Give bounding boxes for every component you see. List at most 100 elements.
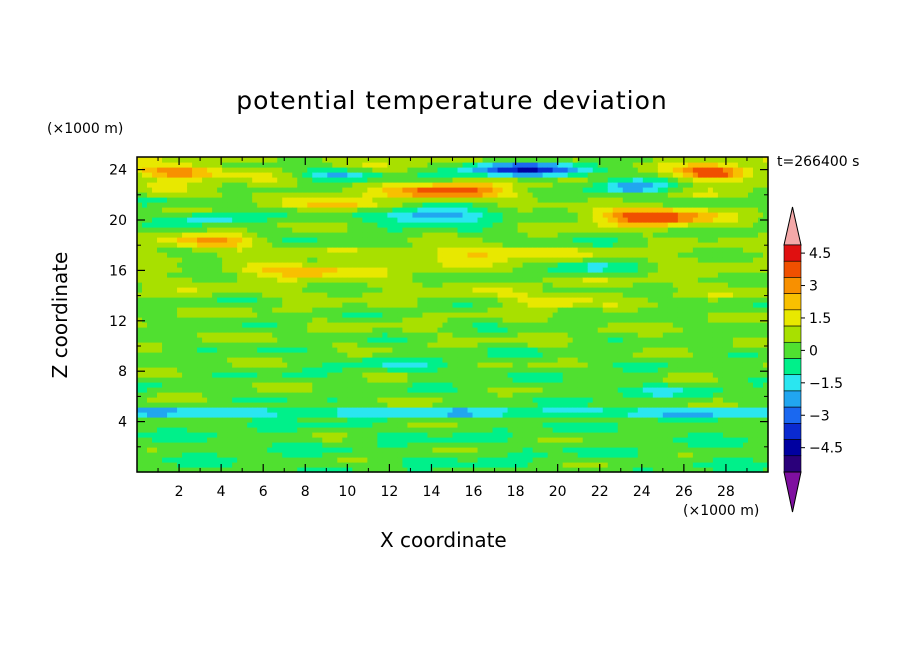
field-cell: [207, 427, 213, 433]
field-cell: [242, 177, 248, 183]
field-cell: [407, 417, 414, 423]
field-cell: [432, 292, 439, 298]
field-cell: [267, 362, 273, 368]
field-cell: [297, 407, 303, 413]
field-cell: [282, 252, 288, 258]
field-cell: [487, 167, 494, 173]
field-cell: [242, 437, 248, 443]
field-cell: [422, 322, 429, 328]
field-cell: [502, 417, 509, 423]
field-cell: [167, 397, 173, 403]
field-cell: [337, 207, 343, 213]
field-cell: [507, 237, 514, 243]
field-cell: [202, 292, 208, 298]
field-cell: [362, 392, 368, 398]
field-cell: [522, 192, 529, 198]
field-cell: [412, 297, 419, 303]
field-cell: [372, 277, 378, 283]
field-cell: [317, 317, 323, 323]
field-cell: [232, 347, 238, 353]
field-cell: [412, 447, 419, 453]
field-cell: [307, 242, 313, 248]
field-cell: [362, 447, 368, 453]
field-cell: [162, 357, 168, 363]
field-cell: [172, 357, 178, 363]
field-cell: [467, 362, 474, 368]
field-cell: [242, 307, 248, 313]
field-cell: [342, 377, 348, 383]
field-cell: [332, 302, 338, 308]
field-cell: [502, 237, 509, 243]
field-cell: [152, 407, 158, 413]
field-cell: [362, 327, 368, 333]
field-cell: [167, 222, 173, 228]
field-cell: [302, 432, 308, 438]
field-cell: [462, 227, 469, 233]
field-cell: [472, 202, 479, 208]
field-cell: [212, 452, 218, 458]
field-cell: [257, 237, 263, 243]
field-cell: [487, 252, 494, 258]
field-cell: [302, 392, 308, 398]
field-cell: [462, 307, 469, 313]
field-cell: [367, 357, 373, 363]
field-cell: [282, 187, 288, 193]
field-cell: [412, 287, 419, 293]
field-cell: [517, 222, 524, 228]
field-cell: [167, 282, 173, 288]
field-cell: [227, 382, 233, 388]
field-cell: [437, 177, 444, 183]
field-cell: [242, 392, 248, 398]
field-cell: [497, 167, 504, 173]
field-cell: [397, 282, 404, 288]
field-cell: [387, 377, 394, 383]
field-cell: [527, 162, 534, 168]
field-cell: [347, 167, 353, 173]
field-cell: [527, 412, 534, 418]
field-cell: [187, 327, 193, 333]
field-cell: [457, 447, 464, 453]
field-cell: [272, 227, 278, 233]
field-cell: [247, 217, 253, 223]
field-cell: [347, 352, 353, 358]
field-cell: [432, 202, 439, 208]
field-cell: [217, 347, 223, 353]
field-cell: [377, 267, 383, 273]
field-cell: [332, 427, 338, 433]
field-cell: [242, 277, 248, 283]
field-cell: [242, 207, 248, 213]
field-cell: [377, 277, 383, 283]
field-cell: [242, 262, 248, 268]
field-cell: [377, 192, 383, 198]
field-cell: [452, 157, 459, 163]
field-cell: [357, 167, 363, 173]
field-cell: [362, 242, 368, 248]
field-cell: [482, 362, 489, 368]
field-cell: [272, 272, 278, 278]
field-cell: [447, 462, 454, 468]
field-cell: [242, 297, 248, 303]
field-cell: [517, 337, 524, 343]
field-cell: [397, 267, 404, 273]
field-cell: [187, 277, 193, 283]
field-cell: [272, 392, 278, 398]
field-cell: [417, 167, 424, 173]
field-cell: [272, 332, 278, 338]
field-cell: [447, 347, 454, 353]
field-cell: [317, 452, 323, 458]
field-cell: [497, 257, 504, 263]
field-cell: [417, 337, 424, 343]
field-cell: [457, 417, 464, 423]
field-cell: [217, 442, 223, 448]
field-cell: [237, 192, 243, 198]
field-cell: [172, 442, 178, 448]
field-cell: [257, 242, 263, 248]
field-cell: [207, 202, 213, 208]
field-cell: [517, 377, 524, 383]
field-cell: [487, 342, 494, 348]
field-cell: [522, 257, 529, 263]
field-cell: [482, 182, 489, 188]
field-cell: [407, 307, 414, 313]
field-cell: [247, 172, 253, 178]
field-cell: [407, 292, 414, 298]
